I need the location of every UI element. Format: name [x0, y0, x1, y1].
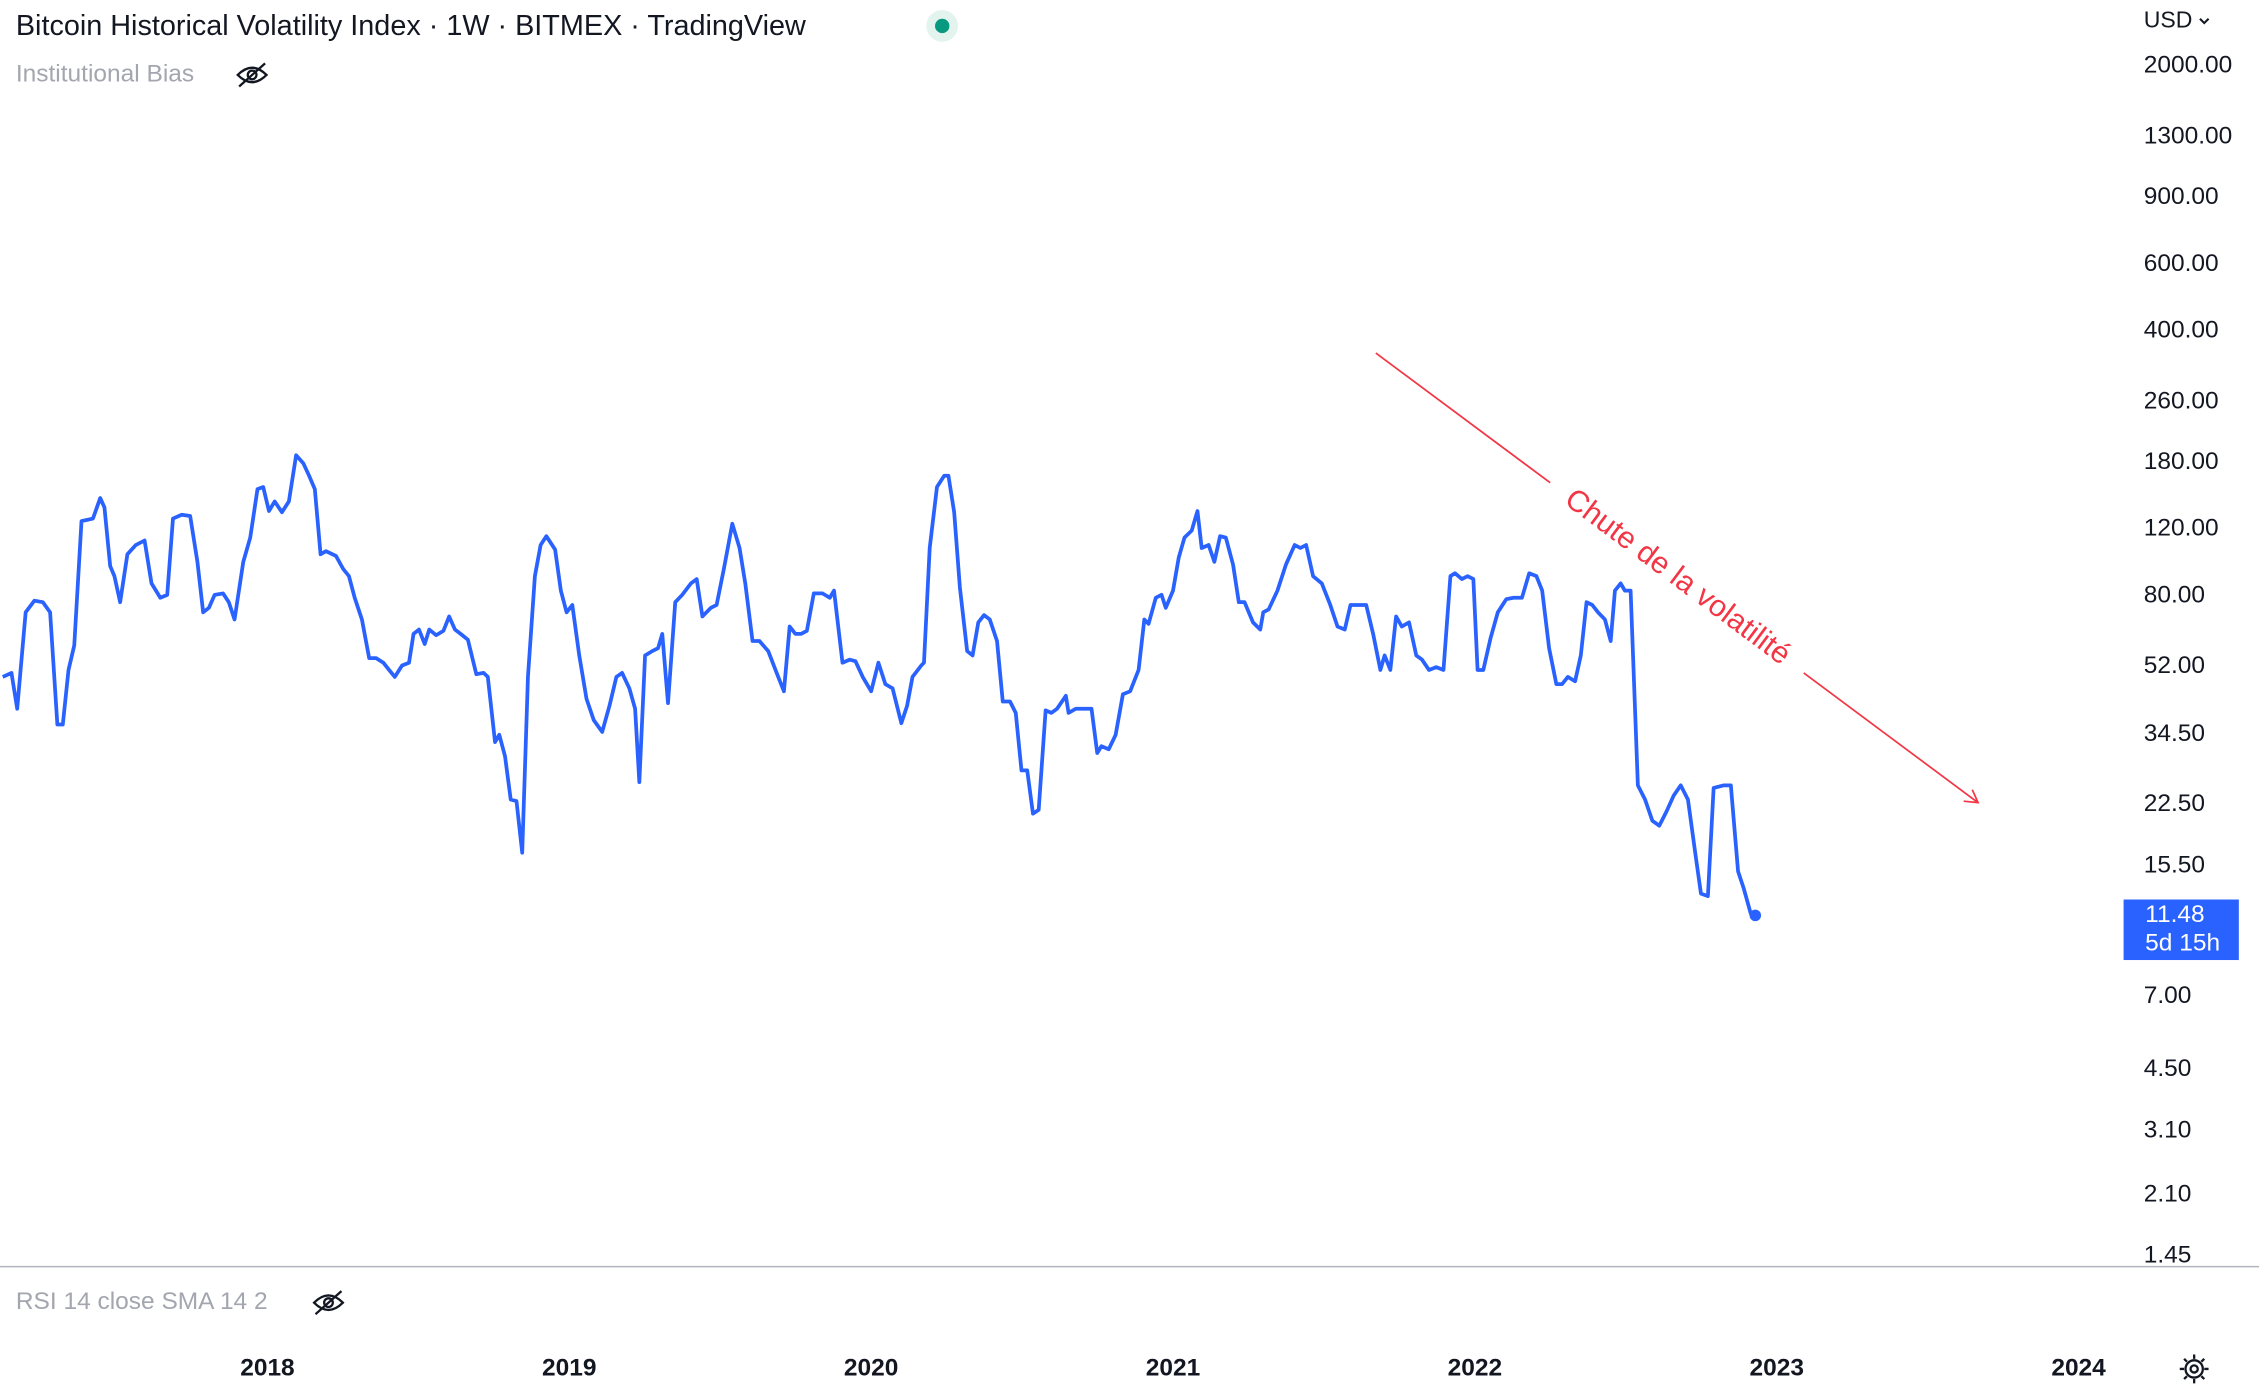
x-tick-label: 2020 [844, 1354, 898, 1381]
annotation-line [1803, 672, 1979, 804]
y-tick-label: 34.50 [2144, 720, 2205, 747]
y-tick-label: 400.00 [2144, 316, 2219, 343]
y-tick-label: 7.00 [2144, 982, 2192, 1009]
y-tick-label: 3.10 [2144, 1116, 2192, 1143]
currency-chevron[interactable] [2199, 18, 2210, 25]
x-tick-label: 2021 [1146, 1354, 1200, 1381]
y-tick-label: 4.50 [2144, 1055, 2192, 1082]
sub-indicator-label: RSI 14 close SMA 14 2 [16, 1288, 268, 1315]
y-tick-label: 180.00 [2144, 448, 2219, 475]
x-tick-label: 2018 [240, 1354, 294, 1381]
y-tick-label: 2.10 [2144, 1180, 2192, 1207]
x-tick-label: 2022 [1448, 1354, 1502, 1381]
settings-icon[interactable] [2179, 1354, 2209, 1384]
x-tick-label: 2023 [1749, 1354, 1803, 1381]
y-tick-label: 1300.00 [2144, 123, 2233, 150]
last-point [1749, 909, 1762, 922]
countdown-label: 5d 15h [2145, 930, 2220, 957]
chart-title: Bitcoin Historical Volatility Index · 1W… [16, 10, 806, 42]
y-tick-label: 1.45 [2144, 1241, 2192, 1268]
price-label: 11.48 [2145, 901, 2204, 928]
annotation-line [1375, 352, 1551, 484]
x-tick-label: 2024 [2051, 1354, 2106, 1381]
y-tick-label: 80.00 [2144, 581, 2205, 608]
y-tick-label: 15.50 [2144, 851, 2205, 878]
status-dot [935, 18, 950, 34]
series-line [1, 453, 1756, 918]
price-label-box [2123, 899, 2239, 961]
y-tick-label: 2000.00 [2144, 52, 2233, 79]
y-tick-label: 260.00 [2144, 387, 2219, 414]
x-tick-label: 2019 [542, 1354, 596, 1381]
indicator-label: Institutional Bias [16, 60, 194, 87]
hide-icon[interactable] [236, 62, 269, 88]
y-tick-label: 120.00 [2144, 515, 2219, 542]
currency-label[interactable]: USD [2144, 7, 2193, 33]
y-tick-label: 600.00 [2144, 250, 2219, 277]
y-tick-label: 52.00 [2144, 652, 2205, 679]
y-tick-label: 22.50 [2144, 790, 2205, 817]
annotation-arrowhead [1963, 789, 1980, 804]
hide-icon[interactable] [312, 1290, 345, 1316]
y-tick-label: 900.00 [2144, 183, 2219, 210]
